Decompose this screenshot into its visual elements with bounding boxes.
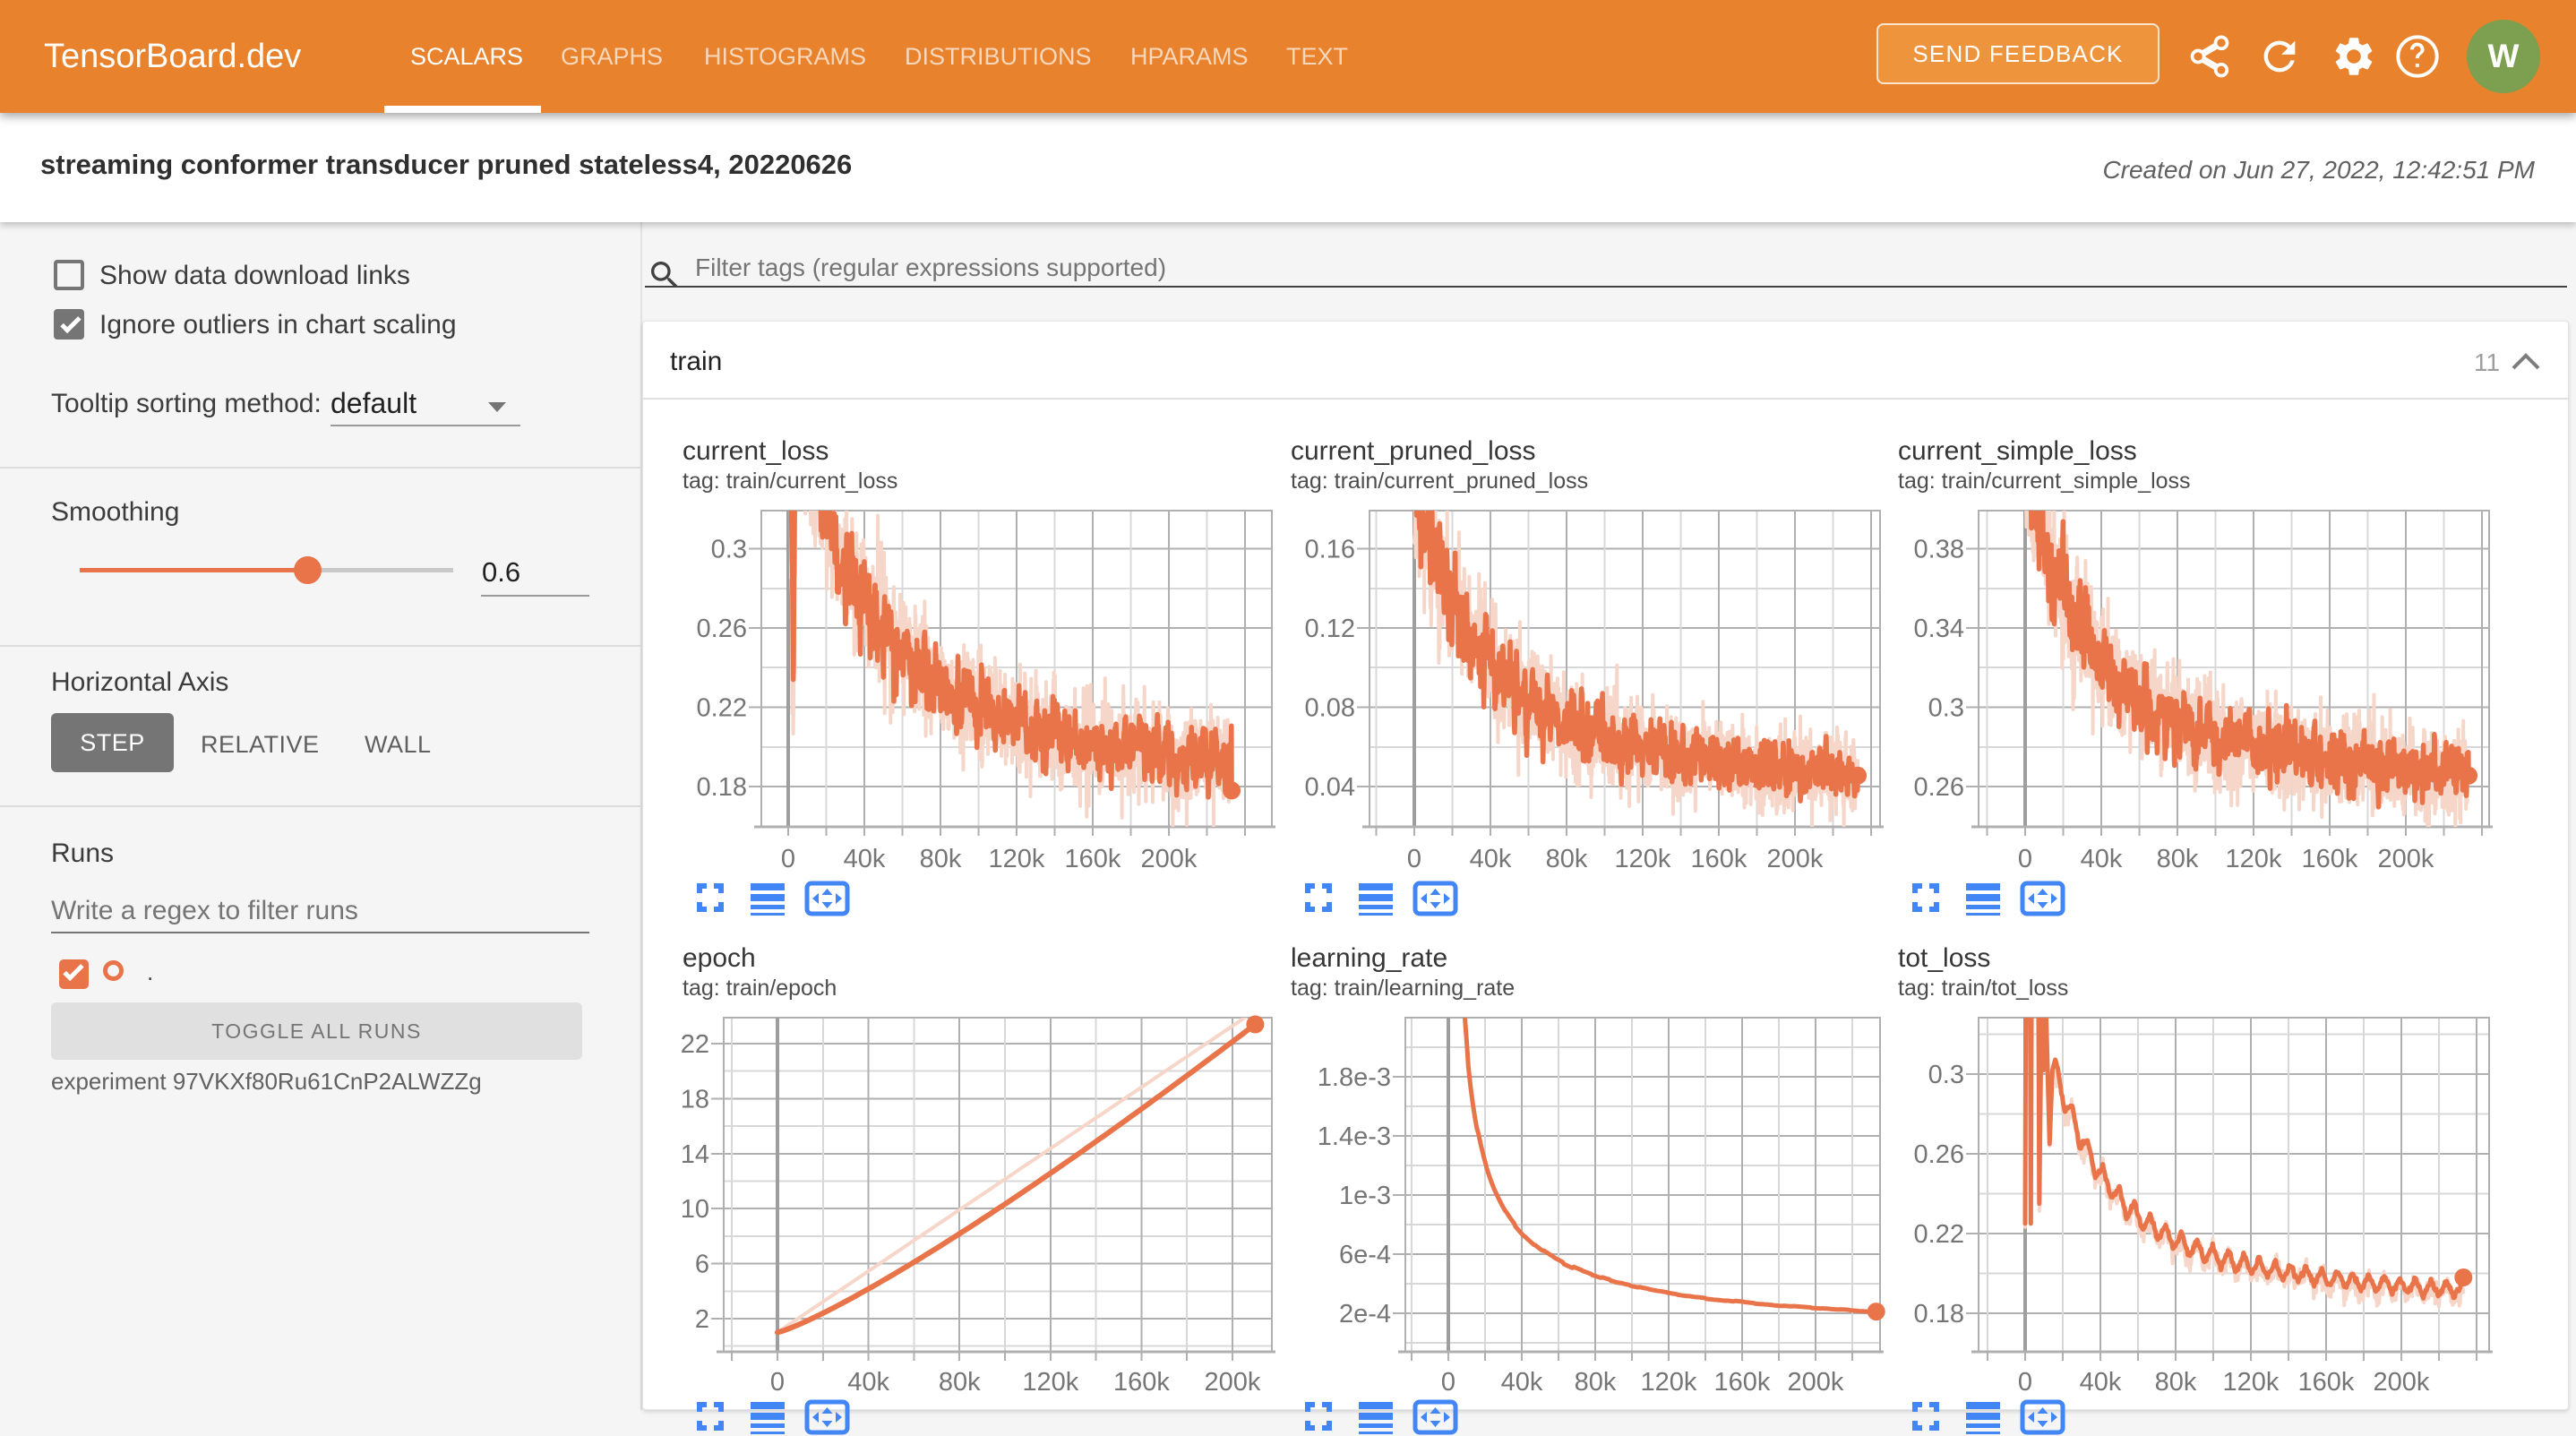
svg-text:1.8e-3: 1.8e-3 — [1318, 1063, 1391, 1092]
svg-text:80k: 80k — [2157, 845, 2199, 873]
svg-text:2: 2 — [695, 1305, 709, 1334]
svg-text:14: 14 — [681, 1140, 709, 1169]
svg-text:40k: 40k — [2081, 845, 2123, 873]
svg-text:0.18: 0.18 — [697, 773, 747, 802]
svg-text:0.26: 0.26 — [1914, 773, 1964, 802]
svg-text:80k: 80k — [1546, 845, 1588, 873]
svg-text:200k: 200k — [2378, 845, 2434, 873]
svg-text:6e-4: 6e-4 — [1339, 1241, 1391, 1269]
svg-text:80k: 80k — [920, 845, 962, 873]
svg-text:10: 10 — [681, 1195, 709, 1224]
svg-text:0.3: 0.3 — [711, 536, 747, 564]
svg-text:0.26: 0.26 — [1914, 1140, 1964, 1169]
svg-text:120k: 120k — [1022, 1368, 1078, 1397]
svg-text:0.34: 0.34 — [1914, 615, 1964, 643]
svg-text:0.3: 0.3 — [1928, 1061, 1964, 1089]
svg-text:40k: 40k — [1501, 1368, 1543, 1397]
svg-text:160k: 160k — [1691, 845, 1747, 873]
svg-text:0: 0 — [770, 1368, 785, 1397]
svg-text:40k: 40k — [847, 1368, 889, 1397]
svg-text:80k: 80k — [1575, 1368, 1617, 1397]
svg-text:200k: 200k — [2374, 1368, 2430, 1397]
svg-text:160k: 160k — [1113, 1368, 1170, 1397]
svg-text:0: 0 — [2018, 1368, 2032, 1397]
svg-text:0: 0 — [2018, 845, 2032, 873]
svg-text:6: 6 — [695, 1251, 709, 1279]
svg-text:120k: 120k — [2223, 1368, 2280, 1397]
svg-text:40k: 40k — [1470, 845, 1512, 873]
svg-text:0.16: 0.16 — [1305, 536, 1355, 564]
svg-text:0.22: 0.22 — [697, 694, 747, 723]
svg-text:2e-4: 2e-4 — [1339, 1300, 1391, 1329]
svg-text:160k: 160k — [2298, 1368, 2355, 1397]
svg-text:1.4e-3: 1.4e-3 — [1318, 1122, 1391, 1151]
svg-text:160k: 160k — [1714, 1368, 1771, 1397]
svg-text:0.38: 0.38 — [1914, 536, 1964, 564]
svg-text:160k: 160k — [2302, 845, 2358, 873]
svg-text:200k: 200k — [1788, 1368, 1844, 1397]
svg-text:0.3: 0.3 — [1928, 694, 1964, 723]
svg-text:120k: 120k — [2226, 845, 2282, 873]
svg-text:18: 18 — [681, 1085, 709, 1114]
svg-text:0.26: 0.26 — [697, 615, 747, 643]
svg-text:1e-3: 1e-3 — [1339, 1182, 1391, 1210]
svg-text:80k: 80k — [939, 1368, 981, 1397]
svg-text:120k: 120k — [1641, 1368, 1697, 1397]
svg-text:0.04: 0.04 — [1305, 773, 1355, 802]
svg-text:80k: 80k — [2155, 1368, 2197, 1397]
svg-text:0: 0 — [781, 845, 795, 873]
svg-text:0: 0 — [1441, 1368, 1455, 1397]
svg-text:120k: 120k — [989, 845, 1045, 873]
svg-text:200k: 200k — [1205, 1368, 1261, 1397]
svg-text:40k: 40k — [844, 845, 886, 873]
svg-text:0.18: 0.18 — [1914, 1300, 1964, 1329]
svg-text:200k: 200k — [1767, 845, 1824, 873]
svg-text:0.22: 0.22 — [1914, 1220, 1964, 1249]
svg-text:0.12: 0.12 — [1305, 615, 1355, 643]
svg-text:0.08: 0.08 — [1305, 694, 1355, 723]
svg-text:22: 22 — [681, 1030, 709, 1059]
svg-text:160k: 160k — [1065, 845, 1121, 873]
svg-text:120k: 120k — [1615, 845, 1671, 873]
svg-text:200k: 200k — [1141, 845, 1198, 873]
svg-text:0: 0 — [1407, 845, 1421, 873]
svg-text:40k: 40k — [2080, 1368, 2122, 1397]
